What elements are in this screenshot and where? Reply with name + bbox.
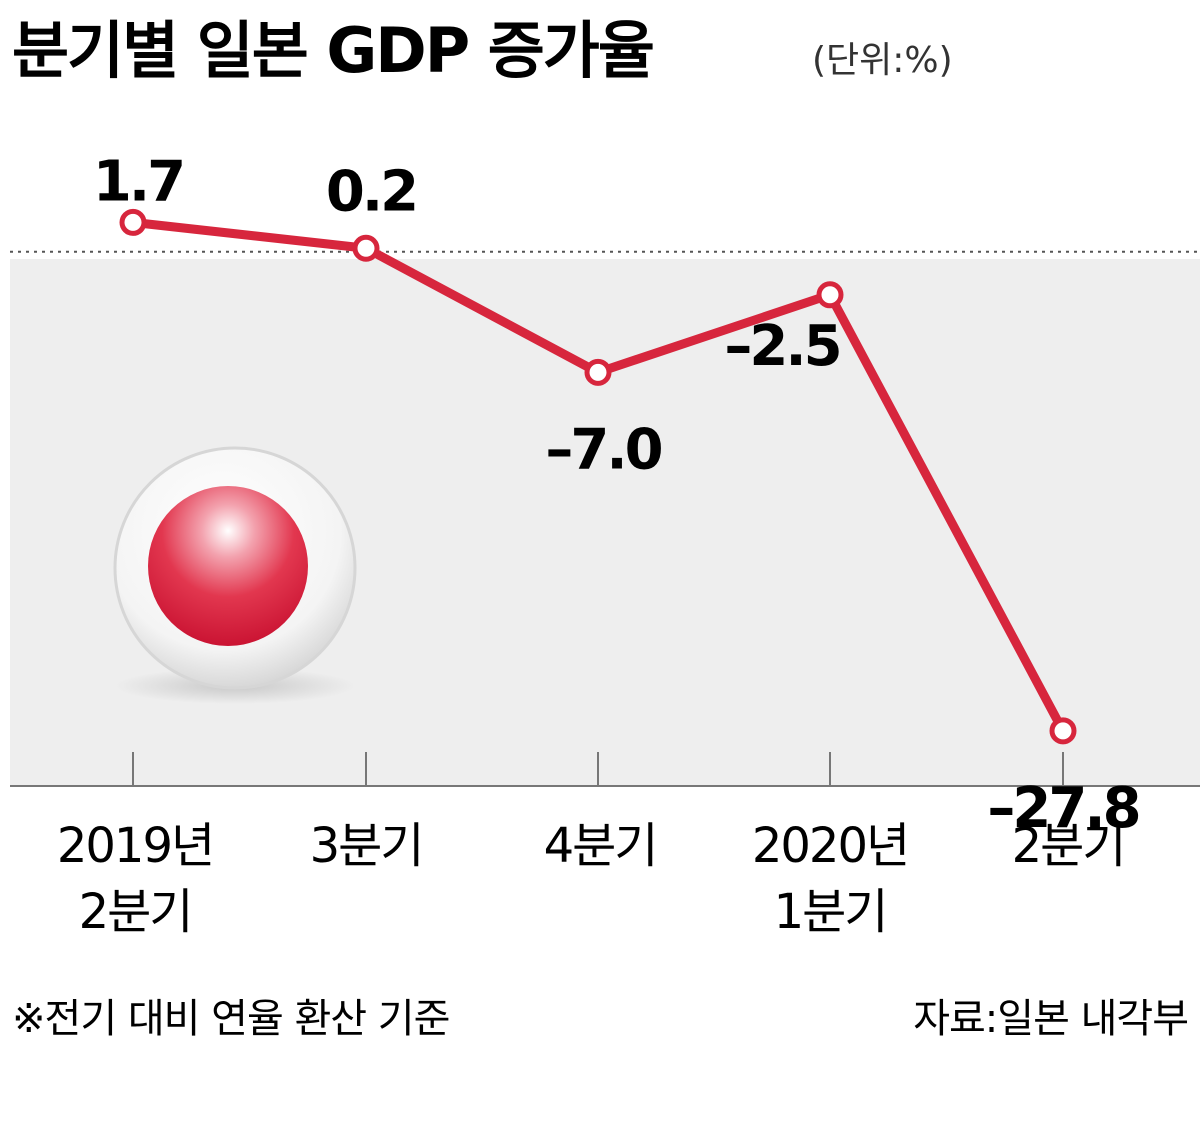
data-label-1: 0.2 [326, 159, 416, 224]
data-point-3 [816, 281, 844, 309]
x-tick-label-3-1: 1분기 [774, 884, 887, 940]
japan-flag-icon [113, 446, 357, 704]
x-tick-label-2-0: 4분기 [544, 818, 657, 874]
x-tick-label-1-0: 3분기 [310, 818, 423, 874]
data-label-3: –2.5 [724, 314, 839, 379]
data-point-1 [352, 234, 380, 262]
data-label-2: –7.0 [545, 417, 661, 482]
chart-title: 분기별 일본 GDP 증가율 [12, 14, 653, 87]
data-label-0: 1.7 [93, 149, 183, 214]
x-tick-label-0-0: 2019년 [57, 818, 213, 874]
data-point-2 [584, 358, 612, 386]
unit-label: (단위:%) [812, 40, 953, 81]
data-label-4: –27.8 [987, 776, 1138, 841]
data-point-0 [119, 208, 147, 236]
x-tick-label-0-1: 2분기 [79, 884, 192, 940]
x-tick-label-4-0: 2분기 [1012, 818, 1125, 874]
footnote: ※전기 대비 연율 환산 기준 [12, 996, 449, 1042]
x-tick-label-3-0: 2020년 [752, 818, 908, 874]
source-note: 자료:일본 내각부 [913, 996, 1188, 1042]
data-point-4 [1049, 717, 1077, 745]
